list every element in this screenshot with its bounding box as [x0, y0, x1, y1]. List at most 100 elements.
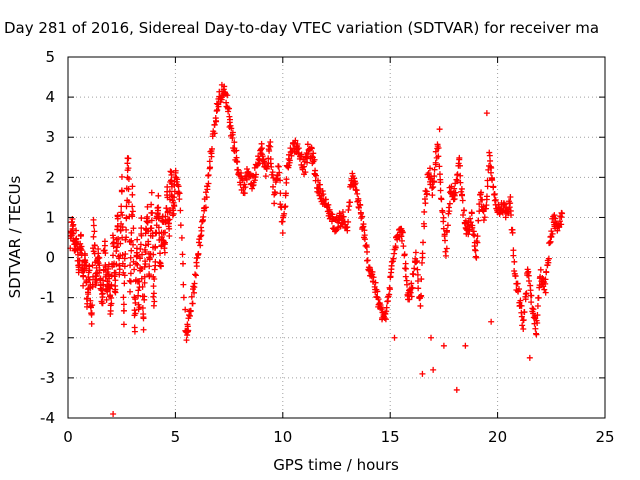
data-point: [413, 259, 420, 266]
data-point: [410, 271, 417, 278]
data-point: [174, 176, 181, 183]
data-point: [127, 254, 134, 261]
data-point: [355, 204, 362, 211]
data-point: [138, 275, 145, 282]
data-point: [364, 248, 371, 255]
data-point: [118, 220, 125, 227]
data-point: [320, 191, 327, 198]
data-point: [78, 247, 85, 254]
data-point: [192, 271, 199, 278]
data-point: [467, 215, 474, 222]
data-point: [420, 239, 427, 246]
data-point: [132, 310, 139, 317]
data-point: [508, 211, 515, 218]
data-point: [407, 289, 414, 296]
data-point: [182, 306, 189, 313]
data-point: [427, 165, 434, 172]
data-point: [242, 184, 249, 191]
data-point: [129, 191, 136, 198]
data-point: [432, 148, 439, 155]
data-point: [335, 215, 342, 222]
data-point: [123, 234, 130, 241]
data-point: [344, 224, 351, 231]
data-point: [104, 288, 111, 295]
data-point: [249, 185, 256, 192]
data-point: [364, 257, 371, 264]
data-point: [460, 211, 467, 218]
data-point: [114, 213, 121, 220]
data-point: [88, 320, 95, 327]
x-tick-label: 10: [273, 428, 292, 446]
data-point: [140, 326, 147, 333]
data-point: [146, 255, 153, 262]
data-point: [110, 410, 117, 417]
data-point: [478, 189, 485, 196]
data-point: [200, 213, 207, 220]
data-point: [96, 269, 103, 276]
data-point: [431, 173, 438, 180]
data-point: [281, 210, 288, 217]
data-point: [151, 275, 158, 282]
data-point: [128, 211, 135, 218]
axis-ticks: [67, 56, 606, 419]
data-point: [128, 247, 135, 254]
x-axis-label: GPS time / hours: [273, 456, 399, 474]
data-point: [233, 147, 240, 154]
data-point: [474, 233, 481, 240]
data-point: [534, 303, 541, 310]
data-point: [90, 216, 97, 223]
data-point: [149, 232, 156, 239]
data-point: [492, 196, 499, 203]
data-point: [474, 239, 481, 246]
data-point: [488, 318, 495, 325]
data-point: [277, 177, 284, 184]
data-point: [442, 252, 449, 259]
data-point: [215, 103, 222, 110]
data-point: [326, 206, 333, 213]
data-point: [150, 251, 157, 258]
data-point: [171, 203, 178, 210]
data-point: [440, 342, 447, 349]
data-point: [437, 187, 444, 194]
data-point: [516, 286, 523, 293]
data-point: [99, 290, 106, 297]
data-point: [152, 243, 159, 250]
data-point: [417, 302, 424, 309]
data-point: [402, 273, 409, 280]
data-point: [471, 232, 478, 239]
data-point: [138, 266, 145, 273]
data-point: [258, 145, 265, 152]
data-point: [123, 203, 130, 210]
data-point: [437, 176, 444, 183]
data-point: [446, 189, 453, 196]
data-point: [123, 226, 130, 233]
data-point: [167, 168, 174, 175]
data-point: [139, 251, 146, 258]
data-point: [491, 197, 498, 204]
data-point: [180, 294, 187, 301]
data-point: [459, 197, 466, 204]
data-point: [211, 121, 218, 128]
data-point: [534, 312, 541, 319]
data-point: [115, 235, 122, 242]
data-point: [193, 263, 200, 270]
data-point: [166, 209, 173, 216]
data-point: [398, 233, 405, 240]
y-tick-label: 5: [45, 48, 55, 66]
data-point: [150, 283, 157, 290]
data-point: [292, 137, 299, 144]
data-point: [547, 238, 554, 245]
data-point: [228, 125, 235, 132]
data-point: [457, 172, 464, 179]
data-point: [453, 386, 460, 393]
data-point: [175, 183, 182, 190]
data-point: [80, 272, 87, 279]
data-point: [360, 223, 367, 230]
data-point: [159, 234, 166, 241]
data-point: [459, 192, 466, 199]
data-point: [453, 176, 460, 183]
data-point: [257, 146, 264, 153]
data-point: [418, 276, 425, 283]
data-point: [141, 279, 148, 286]
data-point: [509, 229, 516, 236]
